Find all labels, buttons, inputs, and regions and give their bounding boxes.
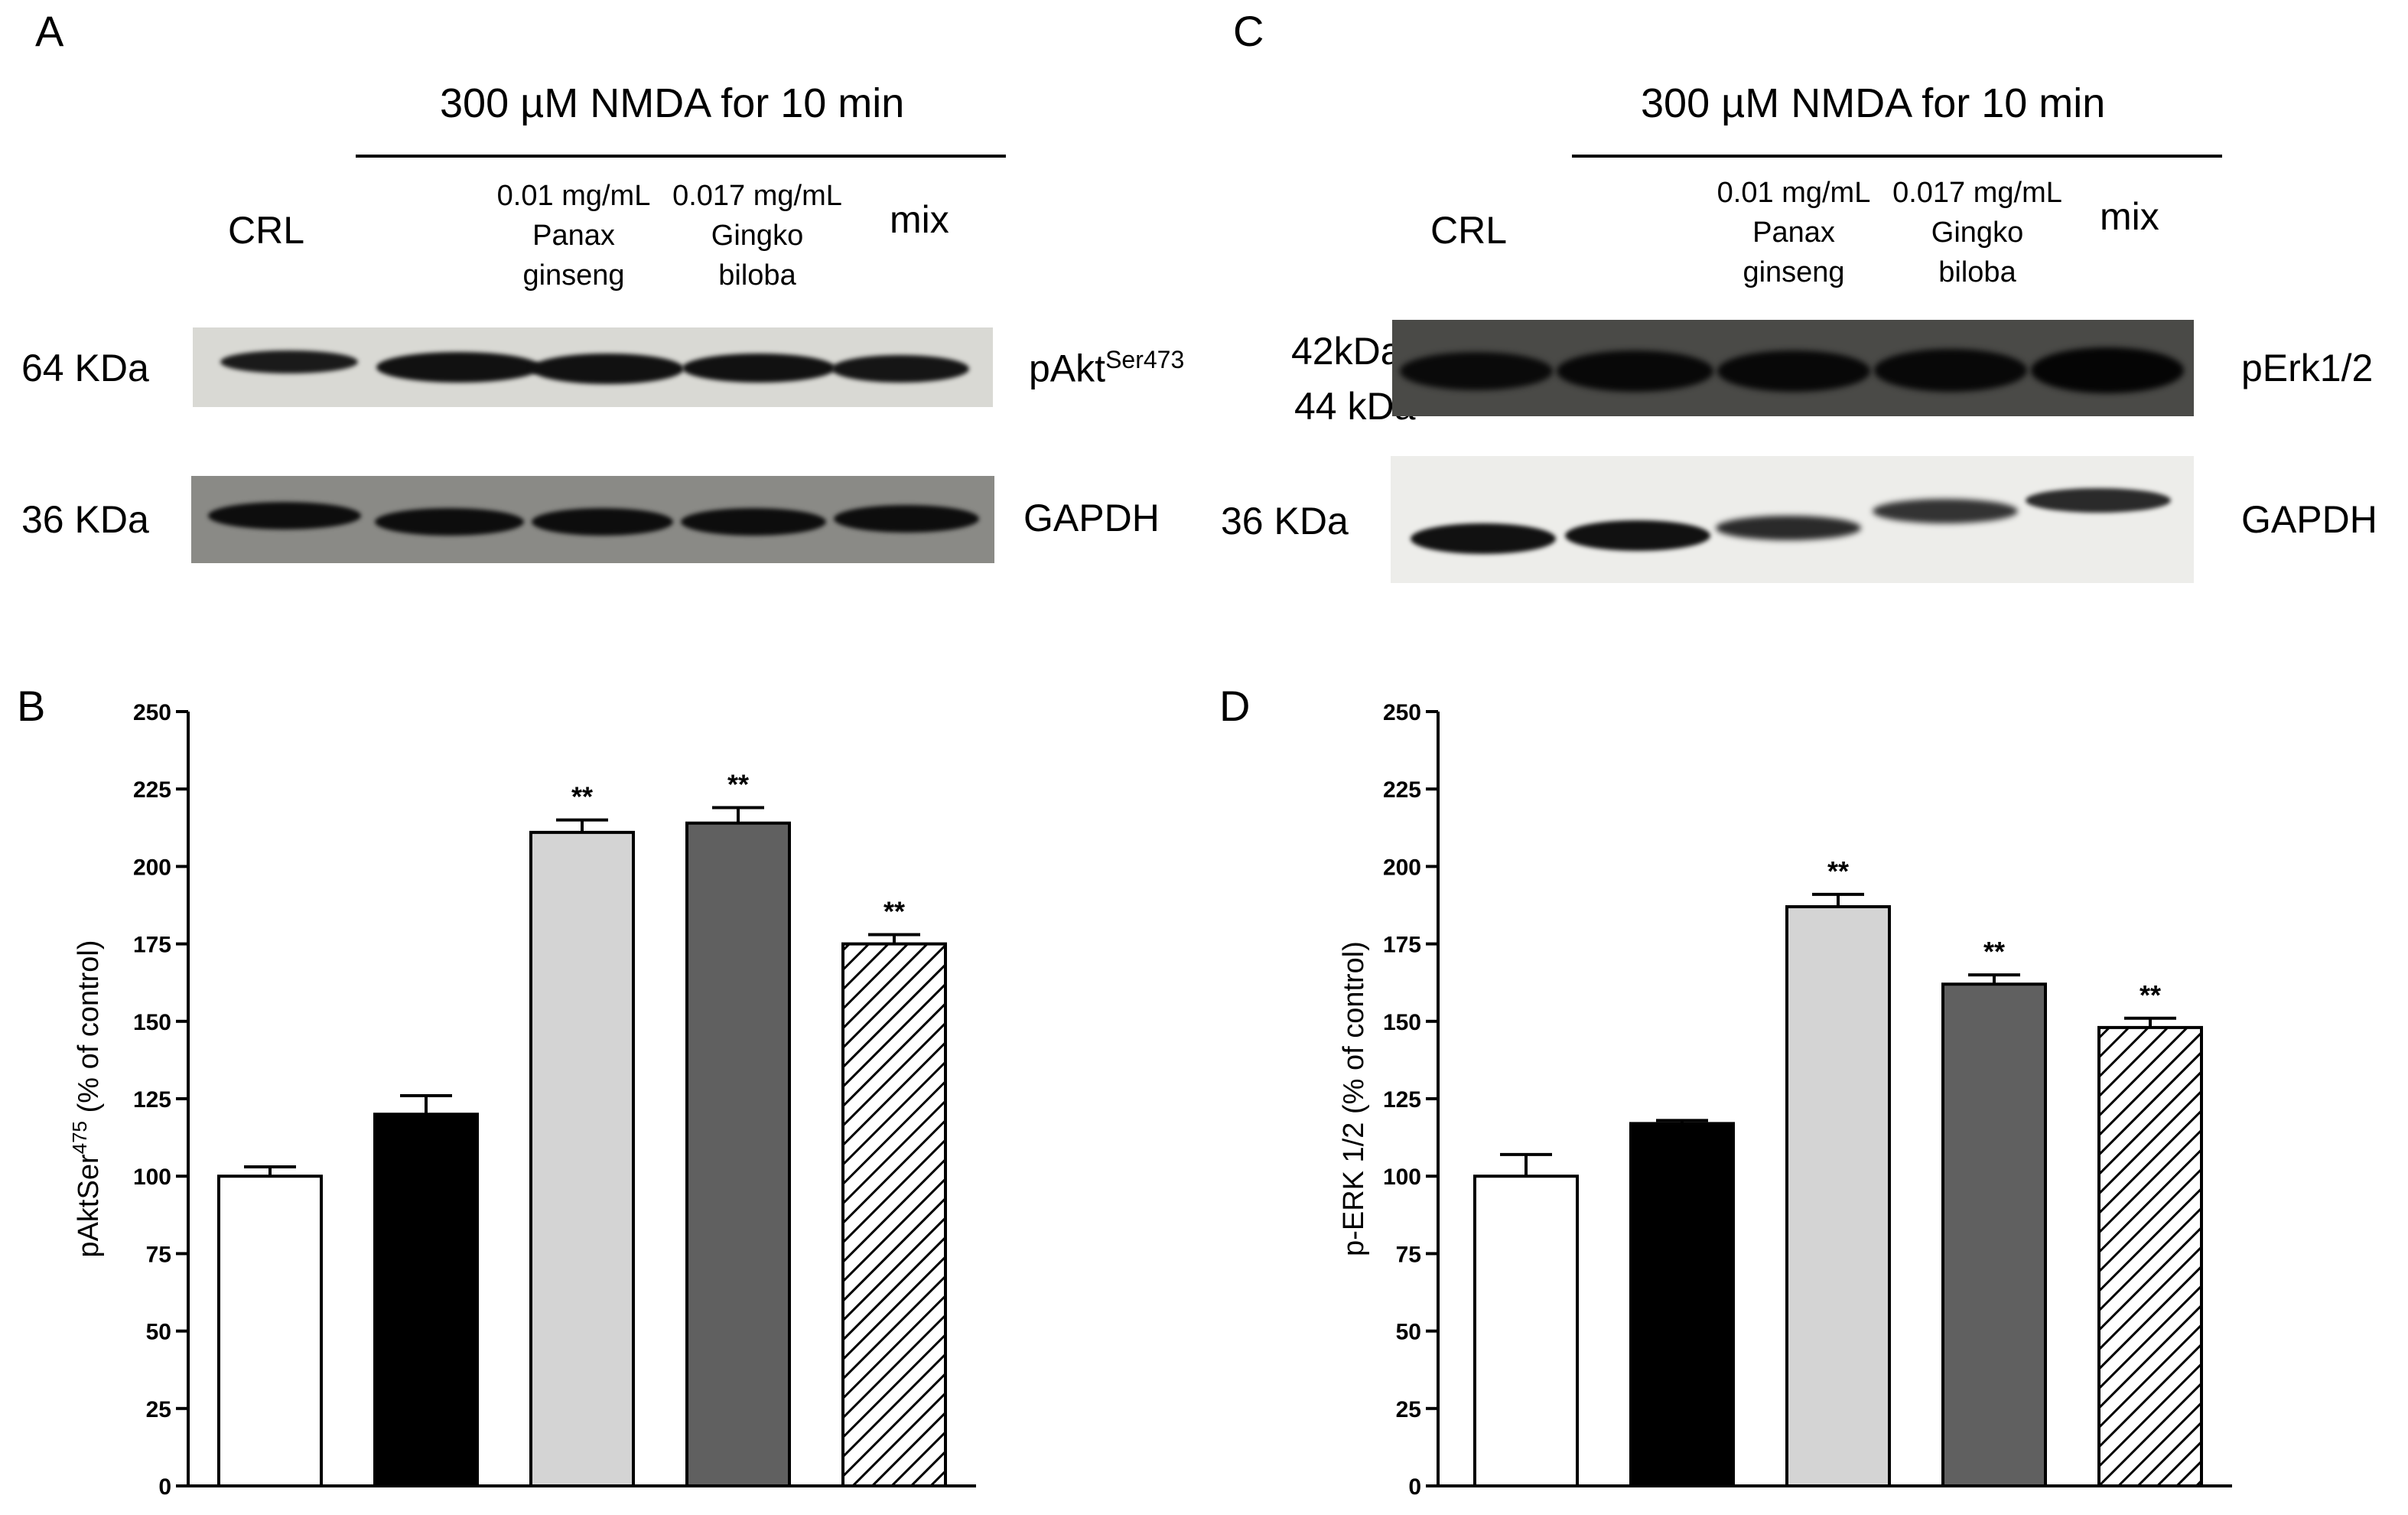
y-tick-label: 50 bbox=[146, 1320, 171, 1345]
y-tick-label: 100 bbox=[133, 1165, 171, 1190]
bar-mix bbox=[841, 942, 947, 1487]
blot-c-perk-image bbox=[1392, 320, 2194, 416]
y-tick-label: 25 bbox=[1396, 1397, 1421, 1422]
y-tick-label: 100 bbox=[1383, 1165, 1421, 1190]
y-tick-label: 75 bbox=[146, 1242, 171, 1267]
blot-a-lane-mix: mix bbox=[890, 198, 949, 241]
blot-a-row1-protein: pAktSer473 bbox=[1029, 346, 1185, 390]
blot-a-gapdh-image bbox=[191, 476, 994, 563]
y-tick-label: 125 bbox=[1383, 1087, 1421, 1113]
y-tick-label: 0 bbox=[158, 1474, 171, 1500]
y-axis-label: pAktSer475 (% of control) bbox=[68, 940, 105, 1257]
blot-c-gapdh-image bbox=[1391, 456, 2194, 583]
blot-c-row1-kda-top: 42kDa bbox=[1291, 330, 1402, 373]
significance-label: ** bbox=[2140, 979, 2161, 1011]
y-tick-label: 150 bbox=[1383, 1010, 1421, 1035]
bar-gingko-biloba bbox=[685, 821, 791, 1487]
bar-panax-ginseng bbox=[1785, 905, 1891, 1488]
y-tick-label: 0 bbox=[1408, 1474, 1421, 1500]
y-axis-label: p-ERK 1/2 (% of control) bbox=[1338, 941, 1370, 1256]
band bbox=[220, 350, 358, 373]
y-tick-label: 175 bbox=[133, 933, 171, 958]
band bbox=[208, 502, 361, 529]
band bbox=[375, 508, 524, 536]
blot-a-pakt-image bbox=[193, 327, 993, 407]
blot-c-header-line bbox=[1572, 155, 2222, 158]
band bbox=[1400, 352, 1553, 390]
band bbox=[1874, 349, 2027, 392]
panel-label-d: D bbox=[1219, 682, 1251, 730]
blot-c-row2-kda: 36 KDa bbox=[1221, 500, 1349, 542]
blot-c-lane-panax: 0.01 mg/mL Panax ginseng bbox=[1717, 177, 1871, 288]
bar-gingko-biloba bbox=[1941, 982, 2047, 1487]
band bbox=[376, 352, 541, 383]
blot-a-header-line bbox=[356, 155, 1006, 158]
blot-a-row1-kda: 64 KDa bbox=[21, 347, 149, 389]
blot-a-lane-gingko: 0.017 mg/mL Gingko biloba bbox=[672, 180, 842, 292]
blot-c-lane-crl: CRL bbox=[1430, 209, 1508, 252]
panel-label-a: A bbox=[35, 7, 64, 55]
blot-a-lane-panax: 0.01 mg/mL Panax ginseng bbox=[496, 180, 651, 292]
blot-a-header: 300 µM NMDA for 10 min bbox=[440, 80, 905, 126]
y-tick-label: 25 bbox=[146, 1397, 171, 1422]
y-tick-label: 150 bbox=[133, 1010, 171, 1035]
band bbox=[1716, 516, 1861, 540]
y-tick-label: 125 bbox=[133, 1087, 171, 1113]
y-tick-label: 250 bbox=[133, 700, 171, 725]
panel-label-c: C bbox=[1233, 7, 1264, 55]
blot-c-row1-protein: pErk1/2 bbox=[2241, 347, 2374, 389]
y-tick-label: 175 bbox=[1383, 933, 1421, 958]
band bbox=[531, 354, 684, 384]
blot-a-lane-crl: CRL bbox=[228, 209, 305, 252]
band bbox=[2026, 488, 2171, 513]
band bbox=[1717, 350, 1870, 392]
y-tick-label: 225 bbox=[133, 777, 171, 803]
blot-c-lane-gingko: 0.017 mg/mL Gingko biloba bbox=[1892, 177, 2062, 288]
band bbox=[1557, 350, 1713, 392]
blot-c-lane-mix: mix bbox=[2100, 195, 2159, 238]
y-tick-label: 200 bbox=[1383, 855, 1421, 880]
chart-b: 0 25 50 75 100 125 150 175 200 225 250 pAktSer475 (… bbox=[68, 700, 976, 1500]
significance-label: ** bbox=[1827, 855, 1849, 887]
bar-nmda bbox=[1629, 1122, 1735, 1488]
panel-label-b: B bbox=[17, 682, 46, 730]
band bbox=[1873, 499, 2018, 523]
significance-label: ** bbox=[727, 768, 749, 800]
significance-label: ** bbox=[883, 895, 905, 927]
band bbox=[682, 354, 835, 383]
band bbox=[2031, 347, 2184, 393]
band bbox=[834, 505, 979, 533]
band bbox=[532, 508, 673, 536]
blot-c-header: 300 µM NMDA for 10 min bbox=[1641, 80, 2106, 126]
band bbox=[1565, 520, 1710, 551]
bar-crl bbox=[1473, 1175, 1579, 1487]
band bbox=[831, 355, 969, 383]
band bbox=[1411, 523, 1556, 554]
bar-nmda bbox=[373, 1113, 479, 1487]
y-tick-label: 250 bbox=[1383, 700, 1421, 725]
bar-panax-ginseng bbox=[529, 830, 635, 1487]
blot-a-row2-protein: GAPDH bbox=[1023, 497, 1160, 539]
band bbox=[681, 508, 826, 536]
significance-label: ** bbox=[1983, 936, 2005, 967]
y-tick-label: 200 bbox=[133, 855, 171, 880]
y-tick-label: 225 bbox=[1383, 777, 1421, 803]
bar-mix bbox=[2097, 1025, 2203, 1487]
significance-label: ** bbox=[571, 781, 593, 813]
y-tick-label: 50 bbox=[1396, 1320, 1421, 1345]
blot-c-row2-protein: GAPDH bbox=[2241, 498, 2377, 541]
chart-d: 0 25 50 75 100 125 150 175 200 225 250 p-ERK 1/2 (%… bbox=[1338, 700, 2232, 1500]
bar-crl bbox=[217, 1175, 323, 1487]
blot-a-row2-kda: 36 KDa bbox=[21, 498, 149, 541]
y-tick-label: 75 bbox=[1396, 1242, 1421, 1267]
